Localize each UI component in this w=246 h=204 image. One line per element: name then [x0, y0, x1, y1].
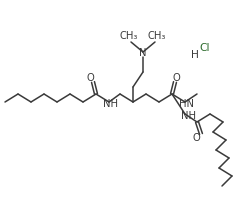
Text: HN: HN	[179, 99, 194, 109]
Text: O: O	[172, 73, 180, 83]
Text: NH: NH	[182, 110, 197, 120]
Text: NH: NH	[103, 99, 118, 109]
Text: N: N	[139, 48, 147, 58]
Text: CH₃: CH₃	[120, 31, 138, 41]
Text: Cl: Cl	[200, 43, 210, 53]
Text: O: O	[192, 132, 200, 142]
Text: O: O	[86, 73, 94, 83]
Text: CH₃: CH₃	[148, 31, 166, 41]
Text: H: H	[191, 50, 199, 60]
